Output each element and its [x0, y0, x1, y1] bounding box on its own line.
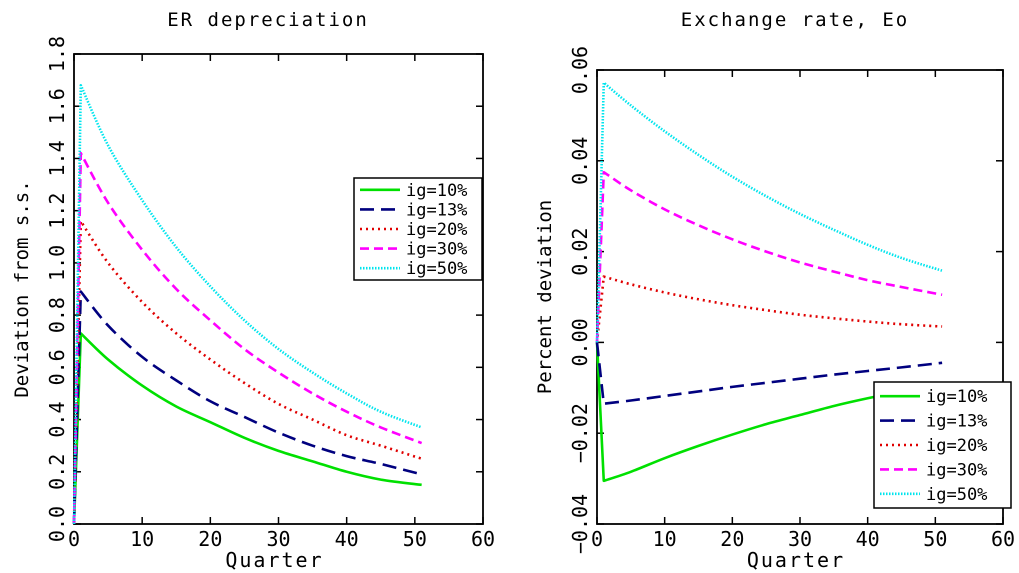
y-tick-label: 1.6 — [45, 88, 69, 124]
series-line-2 — [595, 342, 943, 405]
legend-label: ig=50% — [926, 485, 987, 505]
series-line-1 — [72, 332, 422, 525]
x-tick-label: 30 — [266, 527, 290, 551]
y-axis-label: Percent deviation — [534, 200, 556, 394]
x-tick-label: 60 — [471, 527, 495, 551]
x-tick-label: 60 — [991, 527, 1015, 551]
legend-label: ig=10% — [926, 387, 987, 407]
y-axis-label: Deviation from s.s. — [11, 180, 33, 397]
legend-label: ig=50% — [406, 259, 467, 279]
legend-label: ig=30% — [926, 460, 987, 480]
x-tick-label: 30 — [788, 527, 812, 551]
x-tick-label: 0 — [591, 527, 603, 551]
series-line-2 — [72, 290, 422, 525]
x-tick-label: 0 — [68, 527, 80, 551]
legend-label: ig=13% — [406, 200, 467, 220]
y-tick-label: 0.00 — [568, 318, 592, 366]
x-axis-label: Quarter — [747, 548, 845, 572]
legend-label: ig=10% — [406, 181, 467, 201]
y-tick-label: 0.6 — [45, 349, 69, 385]
series-line-3 — [72, 219, 423, 525]
x-tick-label: 10 — [130, 527, 154, 551]
legend-box — [873, 381, 1012, 509]
y-tick-label: 0.04 — [568, 137, 592, 185]
x-tick-label: 50 — [403, 527, 427, 551]
chart-1: ER depreciation 0 10 20 30 40 50 60 0.0 0.2 0.4 0.6… — [11, 9, 495, 572]
y-tick-label: 0.8 — [45, 297, 69, 333]
y-tick-label: 1.2 — [45, 193, 69, 229]
x-tick-label: 40 — [856, 527, 880, 551]
chart-title: Exchange rate, Eo — [681, 9, 909, 31]
y-tick-label: 0.06 — [568, 46, 592, 94]
series-line-5 — [72, 84, 423, 525]
x-tick-label: 10 — [653, 527, 677, 551]
y-tick-label: 1.4 — [45, 140, 69, 176]
legend-label: ig=13% — [926, 412, 987, 432]
x-tick-label: 40 — [335, 527, 359, 551]
plot-frame — [73, 53, 484, 525]
chart-title: ER depreciation — [167, 9, 369, 31]
legend-label: ig=30% — [406, 240, 467, 260]
y-tick-label: −0.04 — [568, 494, 592, 554]
x-tick-label: 20 — [720, 527, 744, 551]
y-tick-label: 0.2 — [45, 454, 69, 490]
y-tick-label: 1.0 — [45, 245, 69, 281]
y-tick-label: 1.8 — [45, 36, 69, 72]
legend-label: ig=20% — [406, 220, 467, 240]
series-line-4 — [595, 170, 943, 343]
series-line-4 — [72, 151, 423, 525]
legend-label: ig=20% — [926, 436, 987, 456]
y-tick-label: 0.4 — [45, 401, 69, 437]
x-tick-label: 20 — [198, 527, 222, 551]
chart-2: Exchange rate, Eo 0 10 20 30 40 50 60 −0.04 −0.02… — [534, 9, 1015, 572]
x-axis-label: Quarter — [225, 548, 323, 572]
legend-box — [353, 177, 483, 281]
series-line-3 — [595, 275, 943, 343]
y-tick-label: −0.02 — [568, 403, 592, 463]
series-line-5 — [595, 81, 943, 343]
y-tick-label: 0.02 — [568, 228, 592, 276]
y-tick-label: 0.0 — [45, 506, 69, 542]
x-tick-label: 50 — [923, 527, 947, 551]
